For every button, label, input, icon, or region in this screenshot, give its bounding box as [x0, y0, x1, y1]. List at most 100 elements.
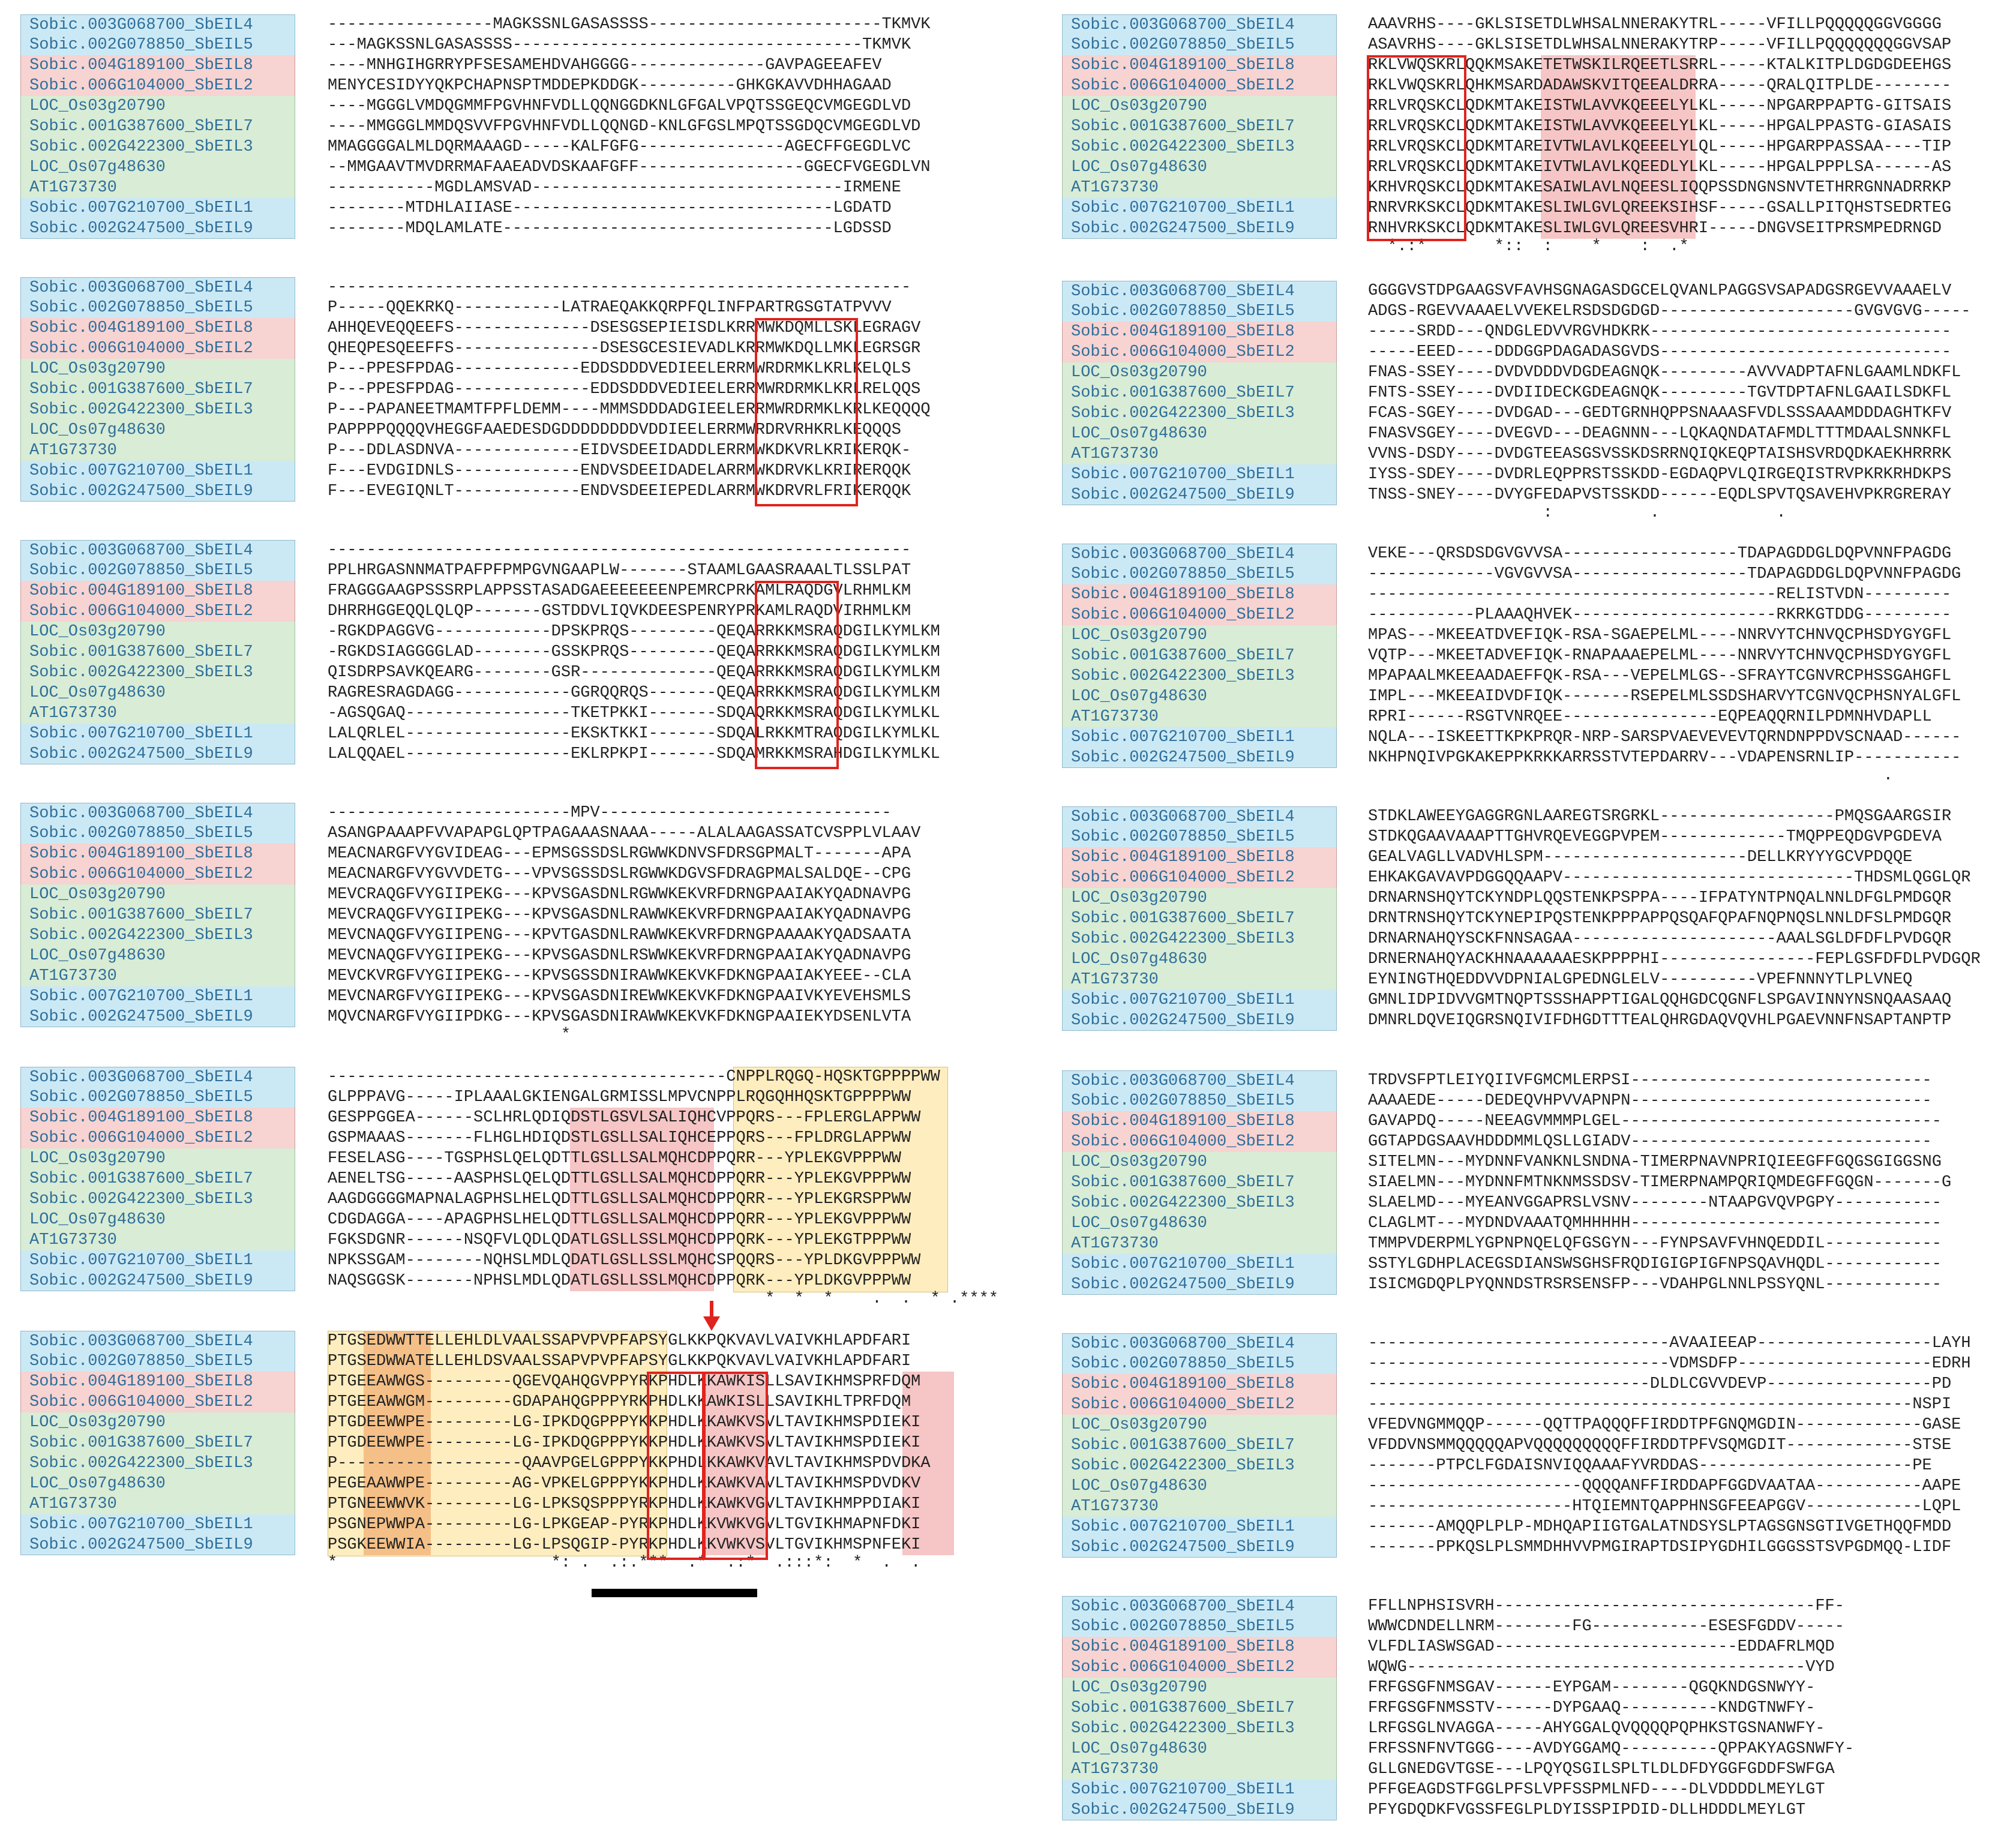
- sequence-row: MEACNARGFVYGVIDEAG---EPMSGSSDSLRGWWKDNVS…: [328, 845, 911, 863]
- sequence-name: Sobic.002G422300_SbEIL3: [1062, 1718, 1337, 1739]
- sequence-row: GLPPPAVG-----IPLAAALGKIENGALGRMISSLMPVCN…: [328, 1088, 911, 1106]
- sequence-row: NPKSSGAM--------NQHSLMDLQDATLGSLLSSLMQHC…: [328, 1252, 921, 1270]
- sequence-name: AT1G73730: [20, 966, 295, 986]
- sequence-row: MMAGGGGALMLDQRMAAAGD-----KALFGFG--------…: [328, 138, 911, 156]
- sequence-row: MEVCRAQGFVYGIIPEKG---KPVSGASDNLRAWWKEKVR…: [328, 906, 911, 924]
- sequence-row: --MMGAAVTMVDRRMAFAAEADVDSKAAFGFF--------…: [328, 158, 931, 176]
- sequence-name: Sobic.002G078850_SbEIL5: [1062, 1091, 1337, 1111]
- sequence-row: DRNARNSHQYTCKYNDPLQQSTENKPSPPA----IFPATY…: [1368, 889, 1952, 907]
- sequence-row: PTGDEEWWPE---------LG-IPKDQGPPPYKKPHDLKK…: [328, 1434, 921, 1452]
- sequence-name: Sobic.003G068700_SbEIL4: [1062, 1596, 1337, 1616]
- sequence-name: Sobic.007G210700_SbEIL1: [1062, 1254, 1337, 1274]
- sequence-name: Sobic.003G068700_SbEIL4: [20, 803, 295, 823]
- sequence-row: FRFGSGFNMSSTV------DYPGAAQ----------KNDG…: [1368, 1699, 1816, 1717]
- sequence-row: -----SRDD---QNDGLEDVVRGVHDKRK-----------…: [1368, 323, 1952, 341]
- sequence-name: Sobic.002G247500_SbEIL9: [20, 481, 295, 502]
- sequence-name: Sobic.004G189100_SbEIL8: [1062, 847, 1337, 868]
- sequence-row: WQWG------------------------------------…: [1368, 1658, 1835, 1676]
- sequence-name: Sobic.002G422300_SbEIL3: [20, 1189, 295, 1210]
- sequence-name: Sobic.001G387600_SbEIL7: [20, 1169, 295, 1189]
- sequence-row: ----MGGGLVMDQGMMFPGVHNFVDLLQQNGGDKNLGFGA…: [328, 97, 911, 115]
- sequence-name: Sobic.003G068700_SbEIL4: [20, 277, 295, 298]
- sequence-name: AT1G73730: [20, 1230, 295, 1250]
- sequence-row: AAAAEDE-----DEDEQVHPVVAPNPN-------------…: [1368, 1092, 1932, 1110]
- sequence-name: LOC_Os07g48630: [1062, 157, 1337, 178]
- sequence-name: Sobic.002G422300_SbEIL3: [20, 925, 295, 946]
- sequence-row: RPRI------RSGTVNRQEE----------------EQPE…: [1368, 708, 1932, 726]
- sequence-name: Sobic.006G104000_SbEIL2: [20, 1128, 295, 1148]
- sequence-row: -------------VGVGVVSA------------------T…: [1368, 565, 1961, 583]
- sequence-row: AAAVRHS----GKLSISETDLWHSALNNERAKYTRL----…: [1368, 16, 1942, 34]
- sequence-row: P---PPESFPDAG-------------EDDSDDDVEDIEEL…: [328, 360, 911, 378]
- sequence-row: SSTYLGDHPLACEGSDIANSWSGHSFRQDIGIGPIGFNPS…: [1368, 1255, 1942, 1273]
- sequence-row: TMMPVDERPMLYGPNPNQELQFGSGYN---FYNPSAVFVH…: [1368, 1235, 1942, 1253]
- sequence-row: -AGSQGAQ-----------------TKETPKKI-------…: [328, 704, 940, 722]
- sequence-name: LOC_Os07g48630: [20, 1474, 295, 1494]
- sequence-row: FRFGSGFNMSGAV------EYPGAM--------QGQKNDG…: [1368, 1679, 1816, 1697]
- sequence-row: DRNARNAHQYSCKFNNSAGAA-------------------…: [1368, 930, 1952, 948]
- sequence-row: P---PAPANEETMAMTFPFLDEMM----MMMSDDDADGIE…: [328, 401, 931, 419]
- orange-highlight-region: [364, 1331, 431, 1555]
- sequence-name: Sobic.002G422300_SbEIL3: [1062, 929, 1337, 949]
- sequence-name: Sobic.002G422300_SbEIL3: [20, 400, 295, 420]
- sequence-row: ----------------------------------------…: [328, 1068, 940, 1086]
- sequence-name: Sobic.004G189100_SbEIL8: [20, 1108, 295, 1128]
- sequence-name: Sobic.002G422300_SbEIL3: [1062, 403, 1337, 424]
- sequence-row: -----------PLAAAQHVEK-------------------…: [1368, 606, 1952, 624]
- sequence-name: LOC_Os03g20790: [20, 1412, 295, 1433]
- sequence-row: DRNTRNSHQYTCKYNEPIPQSTENKPPPAPPQSQAFQPAF…: [1368, 910, 1952, 928]
- sequence-name: Sobic.001G387600_SbEIL7: [20, 379, 295, 400]
- sequence-name: Sobic.001G387600_SbEIL7: [20, 642, 295, 662]
- sequence-row: PFYGDQDKFVGSSFEGLPLDYISSPIPDID-DLLHDDDLM…: [1368, 1801, 1806, 1819]
- sequence-row: PTGSEDWWTTELLEHLDLVAALSSAPVPVPFAPSYGLKKP…: [328, 1332, 911, 1350]
- underline-bar: [592, 1589, 757, 1597]
- sequence-name: Sobic.001G387600_SbEIL7: [1062, 1435, 1337, 1456]
- sequence-row: FRFSSNFNVTGGG----AVDYGGAMQ----------QPPA…: [1368, 1740, 1855, 1758]
- motif-box: [755, 581, 839, 769]
- sequence-row: ----------------------------------------…: [328, 278, 911, 296]
- sequence-row: SIAELMN---MYDNNFMTNKNMSSDSV-TIMERPNAMPQR…: [1368, 1174, 1952, 1192]
- sequence-row: ---MAGKSSNLGASASSSS---------------------…: [328, 36, 911, 54]
- sequence-name: Sobic.003G068700_SbEIL4: [20, 14, 295, 35]
- sequence-row: FNAS-SSEY----DVDVDDDVDGDEAGNQK---------A…: [1368, 364, 1961, 382]
- sequence-row: PPLHRGASNNMATPAFPFPMPGVNGAAPLW-------STA…: [328, 562, 911, 580]
- sequence-name: Sobic.002G422300_SbEIL3: [1062, 137, 1337, 157]
- sequence-row: -----EEED----DDDGGPDAGADASGVDS----------…: [1368, 343, 1952, 361]
- sequence-name: LOC_Os03g20790: [20, 359, 295, 379]
- sequence-row: ----------------------QQQQANFFIRDDAPFGGD…: [1368, 1477, 1961, 1495]
- sequence-name: Sobic.002G078850_SbEIL5: [1062, 35, 1337, 55]
- red-highlight-region: [702, 1372, 766, 1555]
- sequence-name: Sobic.004G189100_SbEIL8: [20, 581, 295, 601]
- sequence-row: NQLA---ISKEETTKPKPRQR-NRP-SARSPVAEVEVEVT…: [1368, 728, 1961, 746]
- sequence-name: Sobic.007G210700_SbEIL1: [1062, 464, 1337, 485]
- sequence-row: MEVCNARGFVYGIIPEKG---KPVSGASDNIREWWKEKVK…: [328, 988, 911, 1006]
- sequence-name: Sobic.006G104000_SbEIL2: [20, 601, 295, 622]
- consensus-row: * * * . . * .****: [328, 1290, 998, 1308]
- sequence-row: -------------------------MPV------------…: [328, 804, 892, 822]
- sequence-row: VFEDVNGMMQQP------QQTTPAQQQFFIRDDTPFGNQM…: [1368, 1416, 1961, 1434]
- sequence-name: Sobic.004G189100_SbEIL8: [20, 1372, 295, 1392]
- sequence-name: Sobic.007G210700_SbEIL1: [20, 1514, 295, 1535]
- sequence-name: LOC_Os03g20790: [1062, 625, 1337, 646]
- sequence-row: MPAPAALMKEEAADAEFFQK-RSA---VEPELMLGS--SF…: [1368, 667, 1952, 685]
- sequence-name: Sobic.001G387600_SbEIL7: [1062, 116, 1337, 137]
- sequence-name: Sobic.002G247500_SbEIL9: [1062, 1800, 1337, 1820]
- sequence-name: LOC_Os07g48630: [20, 946, 295, 966]
- sequence-name: AT1G73730: [20, 440, 295, 461]
- sequence-name: Sobic.002G078850_SbEIL5: [1062, 827, 1337, 847]
- sequence-name: LOC_Os07g48630: [1062, 424, 1337, 444]
- sequence-name: Sobic.001G387600_SbEIL7: [1062, 1172, 1337, 1193]
- sequence-name: Sobic.003G068700_SbEIL4: [20, 540, 295, 560]
- sequence-name: LOC_Os03g20790: [20, 1148, 295, 1169]
- red-highlight-region: [570, 1108, 714, 1291]
- sequence-name: LOC_Os07g48630: [1062, 1739, 1337, 1759]
- sequence-row: FGKSDGNR------NSQFVLQDLQDATLGSLLSSLMQHCD…: [328, 1231, 911, 1249]
- sequence-row: QHEQPESQEEFFS---------------DSESGCESIEVA…: [328, 340, 921, 358]
- sequence-row: GESPPGGEA------SCLHRLQDIQDSTLGSVLSALIQHC…: [328, 1109, 921, 1127]
- sequence-name: Sobic.004G189100_SbEIL8: [1062, 1374, 1337, 1394]
- sequence-row: DMNRLDQVEIQGRSNQIVIFDHGDTTTEALQHRGDAQVQV…: [1368, 1012, 1952, 1030]
- sequence-name: Sobic.001G387600_SbEIL7: [1062, 1698, 1337, 1718]
- sequence-name: Sobic.002G078850_SbEIL5: [20, 1351, 295, 1372]
- sequence-name: Sobic.006G104000_SbEIL2: [20, 1392, 295, 1412]
- sequence-row: NAQSGGSK-------NPHSLMDLQDATLGSLLSSLMQHCD…: [328, 1272, 911, 1290]
